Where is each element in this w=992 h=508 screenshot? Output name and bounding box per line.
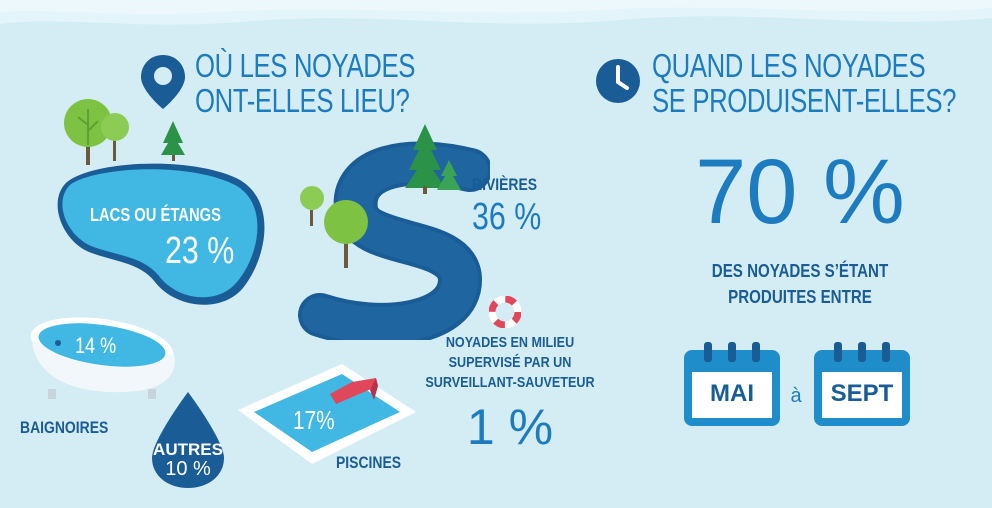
pools-label: PISCINES	[336, 453, 402, 472]
when-title: QUAND LES NOYADES SE PRODUISENT-ELLES?	[652, 48, 956, 118]
where-title-line1: OÙ LES NOYADES	[195, 47, 416, 84]
river-pines	[405, 124, 461, 194]
when-desc-line1: DES NOYADES S’ÉTANT	[711, 261, 889, 281]
top-wave-decoration	[0, 0, 992, 25]
lake-trees	[64, 99, 185, 165]
river-trees	[300, 186, 368, 268]
when-title-line1: QUAND LES NOYADES	[652, 47, 926, 84]
calendar-end-label: SEPT	[830, 380, 894, 407]
calendar-start-label: MAI	[710, 380, 754, 407]
lake-shape	[57, 163, 265, 305]
supervised-line1: NOYADES EN MILIEU	[445, 334, 575, 351]
rivers-value: 36 %	[472, 196, 542, 238]
bathtubs-label: BAIGNOIRES	[20, 418, 109, 437]
month-connector: à	[790, 385, 802, 407]
calendar-start-icon: MAI	[684, 342, 780, 426]
supervised-line2: SUPERVISÉ PAR UN	[448, 354, 572, 371]
rivers-label: RIVIÈRES	[472, 175, 538, 194]
water-drop-icon	[152, 392, 224, 488]
pools-value: 17%	[293, 405, 335, 435]
when-desc-line2: PRODUITES ENTRE	[728, 287, 872, 307]
river-shape	[298, 141, 490, 340]
lifebuoy-icon	[489, 296, 521, 328]
when-title-line2: SE PRODUISENT-ELLES?	[652, 82, 957, 119]
supervised-value: 1 %	[466, 399, 554, 455]
lakes-value: 23 %	[165, 230, 235, 272]
others-label: AUTRES	[153, 440, 223, 459]
lakes-label: LACS OU ÉTANGS	[90, 205, 221, 225]
when-percent: 70 %	[695, 141, 905, 243]
where-title: OÙ LES NOYADES ONT-ELLES LIEU?	[195, 48, 415, 118]
clock-icon	[596, 59, 640, 103]
bathtubs-value: 14 %	[75, 333, 117, 358]
supervised-line3: SURVEILLANT-SAUVETEUR	[425, 374, 595, 391]
when-desc: DES NOYADES S’ÉTANT PRODUITES ENTRE	[682, 258, 917, 310]
supervised-text: NOYADES EN MILIEU SUPERVISÉ PAR UN SURVE…	[418, 333, 603, 393]
location-pin-icon	[141, 55, 185, 109]
calendar-end-icon: SEPT	[814, 342, 910, 426]
others-value: 10 %	[165, 458, 211, 480]
pool-shape	[238, 364, 416, 464]
bathtub-shape	[30, 317, 175, 399]
where-title-line2: ONT-ELLES LIEU?	[195, 82, 410, 119]
